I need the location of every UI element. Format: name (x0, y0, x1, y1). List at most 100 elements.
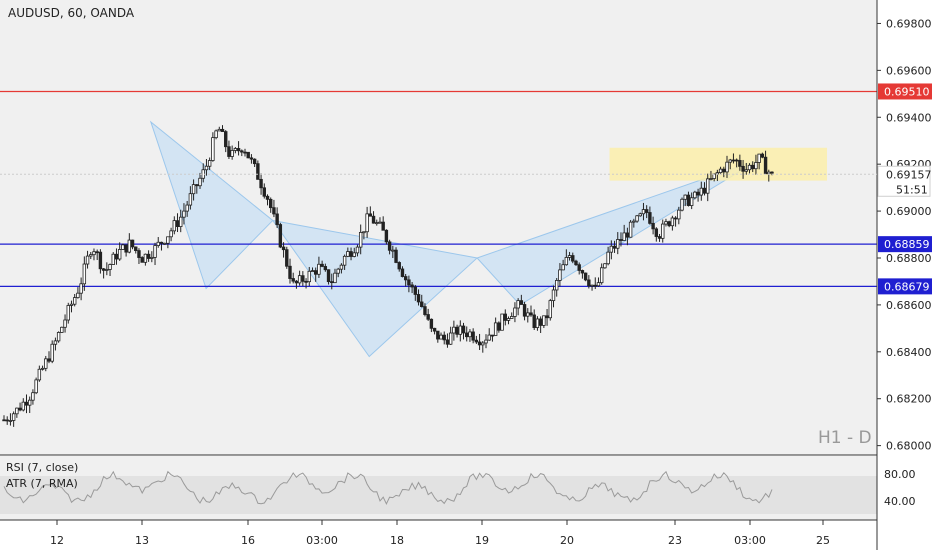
candle-body (40, 367, 45, 370)
candle-body (349, 251, 353, 257)
rsi-pane (0, 470, 877, 514)
candle-body (439, 334, 443, 340)
time-axis[interactable]: 12 13 16 03:00 18 19 20 23 03:00 25 (50, 520, 830, 547)
time-tick-label: 03:00 (734, 534, 766, 547)
candle-body (413, 286, 418, 295)
candle-body (60, 326, 64, 333)
candle-body (236, 148, 241, 152)
target-zone[interactable] (609, 147, 828, 181)
candle-body (763, 156, 768, 175)
candle-body (622, 232, 626, 241)
candle-body (693, 191, 697, 199)
candle-body (513, 307, 517, 317)
candle-body (137, 250, 141, 258)
chart-background (0, 0, 877, 455)
candle-body (532, 314, 536, 328)
candle-body (378, 221, 382, 224)
candle-body (558, 269, 562, 281)
candle-body (246, 151, 250, 159)
price-tick-label: 0.69000 (886, 205, 932, 218)
candle-body (680, 198, 684, 211)
candle-body (124, 244, 128, 253)
candle-body (333, 272, 337, 284)
candle-body (426, 314, 430, 320)
candle-body (313, 270, 318, 275)
candle-body (535, 318, 540, 328)
candle-body (728, 159, 732, 163)
candle-body (712, 173, 716, 179)
candle-body (358, 232, 363, 248)
candle-body (394, 249, 398, 263)
candle-body (609, 245, 614, 253)
candle-body (252, 158, 257, 165)
candle-body (593, 284, 597, 287)
horizontal-levels[interactable] (0, 90, 877, 287)
candle-body (522, 304, 527, 317)
candle-body (121, 244, 125, 250)
level-tag-support-lower (878, 278, 932, 295)
candle-body (548, 300, 552, 319)
level-tag-text: 0.68679 (884, 280, 930, 293)
candle-body (143, 253, 148, 263)
candle-body (664, 221, 668, 225)
candle-body (689, 197, 694, 206)
candle-body (56, 332, 61, 342)
candle-body (79, 283, 83, 294)
candle-body (587, 279, 591, 287)
time-tick-label: 03:00 (306, 534, 338, 547)
price-tick-label: 0.68800 (886, 252, 932, 265)
candle-body (368, 213, 373, 217)
candle-body (269, 198, 273, 209)
candle-body (612, 245, 617, 249)
candle-body (362, 231, 366, 234)
candle-body (281, 246, 286, 251)
candle-body (310, 270, 315, 273)
candle-body (519, 300, 524, 305)
candle-body (256, 163, 260, 180)
candle-body (336, 268, 340, 274)
candle-body (265, 195, 270, 200)
candle-body (127, 239, 132, 253)
candle-body (375, 222, 379, 225)
candle-body (638, 213, 642, 217)
candle-body (628, 221, 633, 238)
candle-body (403, 276, 408, 281)
candle-body (635, 215, 639, 222)
candle-body (259, 178, 263, 189)
price-tick-label: 0.68400 (886, 346, 932, 359)
candle-body (468, 331, 472, 338)
candle-body (683, 194, 687, 200)
candle-body (400, 268, 405, 277)
price-tick-label: 0.69600 (886, 64, 932, 77)
candle-body (641, 209, 646, 215)
candle-body (644, 209, 649, 213)
candle-body (410, 284, 414, 288)
candles (2, 125, 774, 427)
time-tick-label: 12 (50, 534, 64, 547)
candle-body (191, 184, 196, 195)
candle-body (603, 263, 607, 269)
candle-body (204, 165, 209, 171)
candle-body (37, 368, 42, 381)
candle-body (140, 257, 144, 263)
candle-body (455, 326, 459, 335)
candle-body (288, 265, 292, 279)
candle-body (47, 358, 51, 362)
candle-body (262, 187, 266, 197)
candle-body (391, 249, 395, 252)
candle-body (596, 282, 601, 287)
candle-body (648, 212, 652, 224)
pattern-leg (149, 120, 274, 290)
candle-body (699, 187, 704, 196)
candle-body (516, 300, 520, 309)
candle-body (326, 269, 331, 283)
candle-body (304, 280, 308, 283)
level-tag-text: 0.69510 (884, 85, 930, 98)
candle-body (567, 255, 572, 258)
time-tick-label: 19 (475, 534, 489, 547)
candle-body (397, 262, 401, 270)
price-axis[interactable]: 0.698000.696000.694000.692000.690000.688… (877, 17, 932, 453)
candle-body (657, 236, 662, 239)
candle-body (767, 171, 771, 175)
